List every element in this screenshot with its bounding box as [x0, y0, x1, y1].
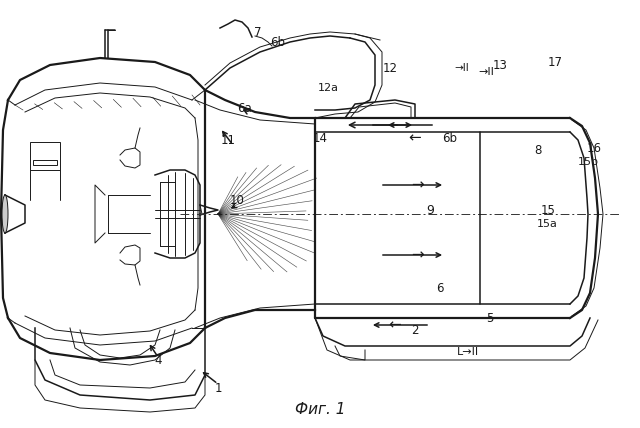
Text: 6a: 6a: [237, 101, 252, 115]
Text: 10: 10: [230, 193, 244, 206]
Text: 6: 6: [436, 282, 444, 294]
Text: 2: 2: [412, 324, 419, 336]
Text: 12a: 12a: [317, 83, 339, 93]
Text: 12: 12: [383, 62, 397, 74]
Text: 7: 7: [254, 26, 262, 39]
Text: 14: 14: [312, 131, 328, 145]
Text: 15a: 15a: [536, 219, 557, 229]
Text: →: →: [411, 178, 424, 193]
Bar: [33, 160, 57, 165]
Text: 1: 1: [214, 381, 221, 395]
Text: L→II: L→II: [457, 347, 479, 357]
Text: 11: 11: [221, 134, 236, 146]
Text: 9: 9: [426, 203, 434, 217]
Bar: [30, 142, 60, 170]
Text: 4: 4: [154, 354, 162, 366]
Text: Фиг. 1: Фиг. 1: [295, 402, 345, 417]
Ellipse shape: [2, 195, 8, 233]
Text: ←: ←: [388, 318, 401, 333]
Text: 16: 16: [586, 142, 602, 155]
Text: 8: 8: [534, 143, 541, 157]
Text: →II: →II: [454, 63, 469, 73]
Text: 15b: 15b: [577, 157, 598, 167]
Text: 5: 5: [486, 312, 493, 324]
Text: 13: 13: [493, 59, 508, 71]
Text: 6b: 6b: [442, 131, 458, 145]
Text: →: →: [411, 247, 424, 262]
Text: ←: ←: [408, 131, 421, 146]
Text: 17: 17: [547, 56, 563, 68]
Text: →II: →II: [478, 67, 494, 77]
Text: 6b: 6b: [271, 36, 285, 48]
Text: 15: 15: [541, 203, 556, 217]
